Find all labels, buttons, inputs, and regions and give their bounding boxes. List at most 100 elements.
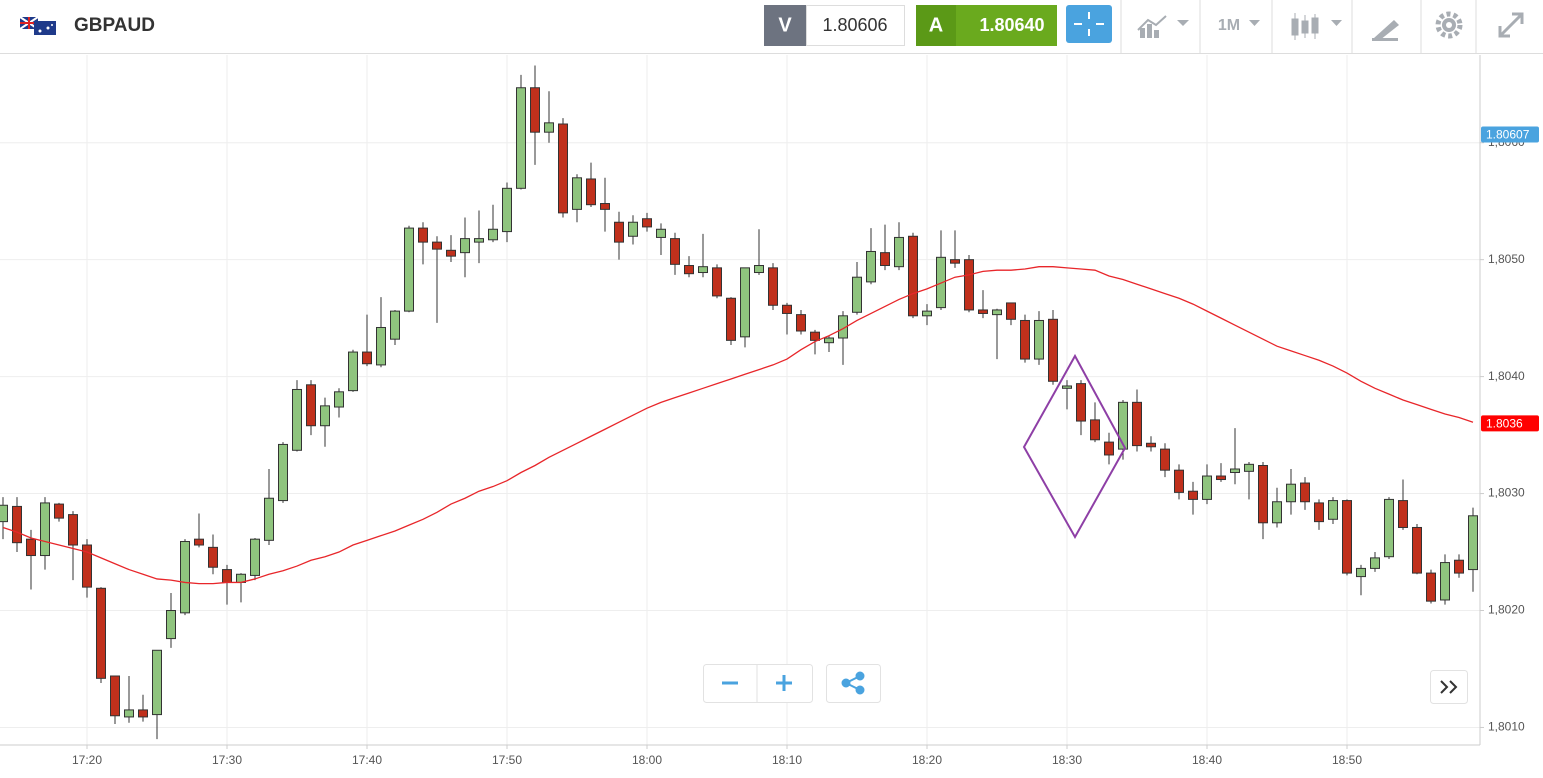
candle-body: [628, 221, 638, 237]
candle-body: [922, 310, 932, 317]
candle-body: [82, 544, 92, 588]
candle-body: [1020, 319, 1030, 360]
timeframe-caret[interactable]: [1249, 20, 1260, 26]
timeframe[interactable]: 1M: [1218, 17, 1240, 34]
candle-body: [1468, 515, 1478, 571]
candle-body: [1048, 318, 1058, 382]
candle-body: [1328, 500, 1338, 520]
candle-body: [1412, 526, 1422, 574]
buy-label[interactable]: A: [929, 14, 943, 36]
candle-body: [334, 391, 344, 408]
x-tick-label: 18:30: [1052, 753, 1082, 767]
symbol: GBPAUD: [74, 15, 155, 36]
settings-button[interactable]: [1435, 11, 1463, 39]
x-tick-label: 18:20: [912, 753, 942, 767]
y-tick-label: 1,8050: [1488, 252, 1525, 266]
candle-body: [278, 443, 288, 502]
candle-body: [1132, 401, 1142, 447]
y-tick-label: 1,8030: [1488, 486, 1525, 500]
candle-body: [208, 546, 218, 568]
candle-body: [12, 505, 22, 544]
toolbar-separators: [1120, 0, 1477, 53]
axes: 1,80101,80201,80301,80401,80501,806017:2…: [72, 126, 1539, 767]
share-button[interactable]: [826, 664, 881, 703]
candle-body: [516, 87, 526, 189]
chart-type-button[interactable]: [1137, 15, 1189, 38]
candle-body: [698, 266, 708, 274]
candle-body: [488, 228, 498, 241]
candle-body: [642, 218, 652, 228]
candle-body: [138, 709, 148, 718]
y-tick-label: 1,8010: [1488, 720, 1525, 734]
candle-body: [264, 497, 274, 541]
x-tick-label: 17:30: [212, 753, 242, 767]
candle-body: [1314, 502, 1324, 523]
candle-body: [992, 309, 1002, 316]
candle-type-button[interactable]: [1291, 13, 1342, 40]
candle-body: [838, 315, 848, 339]
price-marker-label: 1.80607: [1486, 128, 1530, 142]
buy-label-box[interactable]: [916, 5, 956, 46]
candle-body: [446, 249, 456, 257]
crosshair-button[interactable]: [1066, 5, 1112, 43]
candle-body: [1104, 441, 1114, 456]
candle-body: [978, 309, 988, 314]
candle-body: [250, 538, 260, 576]
candle-body: [600, 203, 610, 210]
candle-body: [124, 709, 134, 718]
x-tick-label: 18:40: [1192, 753, 1222, 767]
candle-body: [782, 304, 792, 314]
candle-body: [1258, 464, 1268, 524]
candle-body: [1188, 490, 1198, 500]
candle-body: [866, 250, 876, 283]
candle-body: [110, 675, 120, 717]
candle-body: [166, 610, 176, 640]
candle-body: [1230, 468, 1240, 474]
candle-body: [1272, 501, 1282, 524]
price-marker: [1481, 126, 1539, 143]
candle-body: [796, 314, 806, 332]
candle-body: [586, 178, 596, 206]
sell-price[interactable]: 1.80606: [822, 15, 887, 35]
candle-body: [964, 259, 974, 311]
candle-body: [180, 541, 190, 614]
candle-body: [656, 228, 666, 238]
candle-body: [1174, 469, 1184, 493]
scroll-end-button[interactable]: [1430, 670, 1468, 704]
sell-label[interactable]: V: [778, 14, 792, 36]
candle-body: [292, 388, 302, 451]
plot: [0, 65, 1478, 740]
x-tick-label: 17:50: [492, 753, 522, 767]
fullscreen-button[interactable]: [1498, 12, 1524, 38]
candle-body: [0, 504, 8, 523]
candle-body: [754, 265, 764, 274]
candle-body: [614, 221, 624, 243]
candle-body: [1356, 567, 1366, 578]
x-tick-label: 17:40: [352, 753, 382, 767]
candle-body: [1006, 302, 1016, 320]
price-marker-label: 1.8036: [1486, 417, 1523, 431]
candle-body: [670, 238, 680, 265]
drawing-tools-button[interactable]: [1372, 20, 1399, 41]
candle-body: [376, 326, 386, 366]
share-icon[interactable]: [841, 671, 865, 695]
candle-body: [544, 122, 554, 133]
candle-body: [1398, 500, 1408, 528]
sell-button[interactable]: [764, 5, 806, 46]
flag-icon: [19, 16, 56, 35]
scroll-end-icon[interactable]: [1440, 680, 1458, 694]
candle-body: [1034, 319, 1044, 360]
candle-body: [1062, 385, 1072, 389]
zoom-in-button[interactable]: [776, 675, 792, 691]
candle-body: [740, 267, 750, 338]
zoom-controls: [703, 664, 813, 703]
crosshair-icon[interactable]: [1074, 12, 1104, 36]
candle-body: [222, 569, 232, 583]
candle-body: [1426, 572, 1436, 602]
x-tick-label: 18:00: [632, 753, 662, 767]
buy-price[interactable]: 1.80640: [979, 15, 1044, 35]
sell-price-box[interactable]: [806, 5, 905, 46]
candle-body: [152, 649, 162, 716]
candle-body: [418, 227, 428, 243]
